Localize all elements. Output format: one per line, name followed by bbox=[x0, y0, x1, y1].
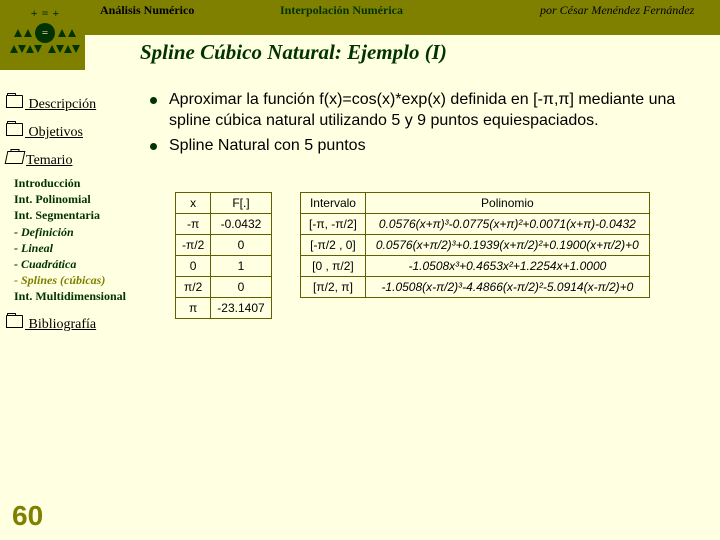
table-cell: π bbox=[176, 298, 211, 319]
table-row: 01 bbox=[176, 256, 272, 277]
table-cell: 1 bbox=[211, 256, 271, 277]
section-title: Interpolación Numérica bbox=[280, 3, 403, 18]
bullet-text: Aproximar la función f(x)=cos(x)*exp(x) … bbox=[169, 90, 710, 132]
table-cell: -1.0508x³+0.4653x²+1.2254x+1.0000 bbox=[365, 256, 649, 277]
subnav-item[interactable]: Introducción bbox=[14, 175, 136, 191]
folder-open-icon bbox=[5, 151, 26, 164]
bullets: Aproximar la función f(x)=cos(x)*exp(x) … bbox=[150, 90, 710, 160]
nav-descripcion[interactable]: Descripción bbox=[6, 95, 136, 113]
table-cell: 0.0576(x+π/2)³+0.1939(x+π/2)²+0.1900(x+π… bbox=[365, 235, 649, 256]
table-row: xF[.] bbox=[176, 193, 272, 214]
nav-temario[interactable]: Temario bbox=[6, 151, 136, 169]
folder-closed-icon bbox=[6, 95, 23, 108]
table-row: IntervaloPolinomio bbox=[301, 193, 650, 214]
course-title: Análisis Numérico bbox=[100, 3, 194, 18]
table-cell: [-π/2 , 0] bbox=[301, 235, 366, 256]
table-header: F[.] bbox=[211, 193, 271, 214]
table-row: π/20 bbox=[176, 277, 272, 298]
table-header: Polinomio bbox=[365, 193, 649, 214]
table-row: π-23.1407 bbox=[176, 298, 272, 319]
sidebar: Descripción Objetivos Temario Introducci… bbox=[0, 95, 136, 343]
subnav-item-active[interactable]: - Splines (cúbicas) bbox=[14, 272, 136, 288]
table-cell: -0.0432 bbox=[211, 214, 271, 235]
table-header: x bbox=[176, 193, 211, 214]
table-cell: π/2 bbox=[176, 277, 211, 298]
table-cell: -π/2 bbox=[176, 235, 211, 256]
subnav-item[interactable]: Int. Polinomial bbox=[14, 191, 136, 207]
table-header: Intervalo bbox=[301, 193, 366, 214]
table-cell: -23.1407 bbox=[211, 298, 271, 319]
folder-closed-icon bbox=[6, 315, 23, 328]
subnav-item[interactable]: - Definición bbox=[14, 224, 136, 240]
title-band: Spline Cúbico Natural: Ejemplo (I) bbox=[85, 35, 720, 70]
table-cell: -1.0508(x-π/2)³-4.4866(x-π/2)²-5.0914(x-… bbox=[365, 277, 649, 298]
table-cell: -π bbox=[176, 214, 211, 235]
folder-closed-icon bbox=[6, 123, 23, 136]
table-cell: 0 bbox=[176, 256, 211, 277]
nav-label: Bibliografía bbox=[25, 317, 96, 332]
nav-objetivos[interactable]: Objetivos bbox=[6, 123, 136, 141]
nav-label: Temario bbox=[26, 153, 72, 168]
logo: +=+ = bbox=[10, 6, 80, 66]
nav-label: Descripción bbox=[25, 97, 96, 112]
bullet-icon bbox=[150, 97, 157, 104]
table-cell: [π/2, π] bbox=[301, 277, 366, 298]
subnav-item[interactable]: Int. Segmentaria bbox=[14, 207, 136, 223]
page-number: 60 bbox=[12, 500, 43, 532]
table-polynomials: IntervaloPolinomio [-π, -π/2]0.0576(x+π)… bbox=[300, 192, 650, 298]
table-row: -π/20 bbox=[176, 235, 272, 256]
bullet-icon bbox=[150, 143, 157, 150]
table-row: -π-0.0432 bbox=[176, 214, 272, 235]
table-row: [π/2, π]-1.0508(x-π/2)³-4.4866(x-π/2)²-5… bbox=[301, 277, 650, 298]
table-cell: 0 bbox=[211, 235, 271, 256]
table-cell: 0.0576(x+π)³-0.0775(x+π)²+0.0071(x+π)-0.… bbox=[365, 214, 649, 235]
table-cell: 0 bbox=[211, 277, 271, 298]
bullet-text: Spline Natural con 5 puntos bbox=[169, 136, 366, 157]
nav-label: Objetivos bbox=[25, 125, 83, 140]
table-row: [0 , π/2]-1.0508x³+0.4653x²+1.2254x+1.00… bbox=[301, 256, 650, 277]
table-row: [-π/2 , 0]0.0576(x+π/2)³+0.1939(x+π/2)²+… bbox=[301, 235, 650, 256]
subnav-item[interactable]: - Cuadrática bbox=[14, 256, 136, 272]
subnav-item[interactable]: Int. Multidimensional bbox=[14, 288, 136, 304]
author: por César Menéndez Fernández bbox=[540, 3, 694, 18]
table-values: xF[.] -π-0.0432 -π/20 01 π/20 π-23.1407 bbox=[175, 192, 272, 319]
table-cell: [0 , π/2] bbox=[301, 256, 366, 277]
nav-bibliografia[interactable]: Bibliografía bbox=[6, 315, 136, 333]
slide-title: Spline Cúbico Natural: Ejemplo (I) bbox=[140, 40, 447, 65]
table-row: [-π, -π/2]0.0576(x+π)³-0.0775(x+π)²+0.00… bbox=[301, 214, 650, 235]
subnav-item[interactable]: - Lineal bbox=[14, 240, 136, 256]
subnav: Introducción Int. Polinomial Int. Segmen… bbox=[14, 175, 136, 305]
bullet-item: Spline Natural con 5 puntos bbox=[150, 136, 710, 157]
header: Análisis Numérico Interpolación Numérica… bbox=[0, 0, 720, 22]
table-cell: [-π, -π/2] bbox=[301, 214, 366, 235]
bullet-item: Aproximar la función f(x)=cos(x)*exp(x) … bbox=[150, 90, 710, 132]
